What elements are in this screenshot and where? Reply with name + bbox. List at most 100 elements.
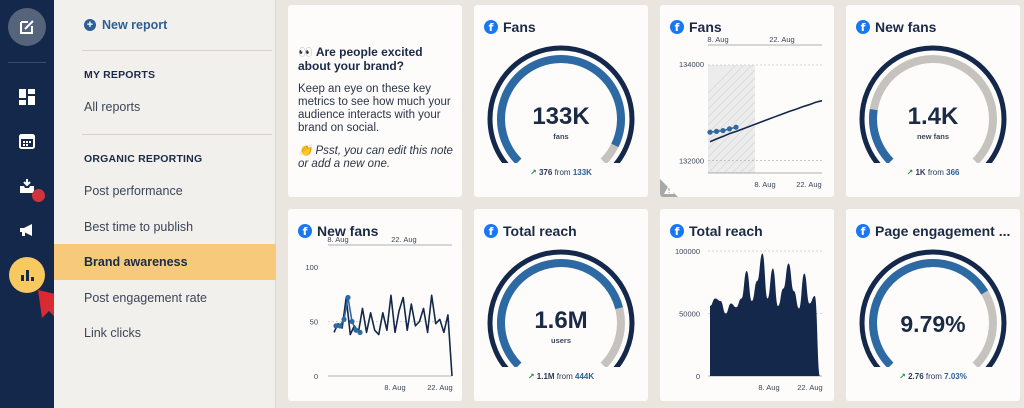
highlight-band	[708, 65, 755, 173]
dashboard-icon[interactable]	[9, 79, 45, 115]
card-title: f New fans	[856, 19, 936, 35]
reach-chart-card[interactable]: f Total reach 100000 50000 0 8. Aug 22. Aug	[660, 209, 834, 401]
band-hatch	[796, 65, 834, 173]
facebook-icon: f	[856, 224, 870, 238]
data-point	[349, 318, 355, 325]
calendar-icon[interactable]	[9, 123, 45, 159]
organic-reporting-heading: ORGANIC REPORTING	[84, 153, 203, 165]
fans-gauge-card[interactable]: f Fans 133K fans ↗ 376 from 133K	[474, 5, 648, 197]
x-bottom-tick-label: 8. Aug	[384, 383, 405, 392]
card-title: f Total reach	[670, 223, 763, 239]
facebook-icon: f	[856, 20, 870, 34]
fans-chart-card[interactable]: f Fans 134000 132000 8. Aug 22. Aug 8. Aug 22.…	[660, 5, 834, 197]
band-hatch	[723, 141, 755, 173]
series-line	[709, 99, 823, 143]
menu-item-all-reports[interactable]: All reports	[84, 100, 141, 114]
trend-from-label: from	[554, 168, 571, 177]
band-hatch	[788, 65, 834, 173]
x-top-tick-label: 22. Aug	[769, 35, 794, 44]
card-title-text: Total reach	[689, 223, 763, 239]
gauge-unit: new fans	[916, 132, 950, 141]
data-point	[720, 127, 726, 134]
card-title-text: New fans	[317, 223, 379, 239]
trend-indicator: ↗ 376 from 133K	[474, 168, 648, 177]
trend-from-value: 366	[946, 168, 960, 177]
y-tick-label: 132000	[679, 156, 704, 165]
trend-from-value: 7.03%	[944, 372, 967, 381]
note-card[interactable]: 👀 Are people excited about your brand? K…	[288, 5, 462, 197]
data-point	[726, 126, 733, 132]
x-top-tick-label: 8. Aug	[707, 35, 728, 44]
gauge-outer-arc	[859, 249, 1007, 367]
engagement-gauge-card[interactable]: f Page engagement ... 9.79% ↗ 2.76 from 7…	[846, 209, 1020, 401]
new-fans-line-chart: 100 50 0 8. Aug 22. Aug 8. Aug 22. Aug	[305, 235, 453, 392]
series-line	[333, 294, 453, 377]
menu-item-post-performance[interactable]: Post performance	[84, 184, 183, 198]
band-hatch	[708, 65, 753, 110]
y-tick-label: 100	[305, 263, 318, 272]
x-bottom-tick-label: 22. Aug	[797, 383, 822, 392]
reports-bar-chart-icon[interactable]	[9, 257, 45, 293]
menu-item-best-time-to-publish[interactable]: Best time to publish	[84, 220, 194, 234]
card-title-text: Total reach	[503, 223, 577, 239]
band-hatch	[708, 117, 755, 166]
band-hatch	[764, 65, 834, 173]
facebook-icon: f	[298, 224, 312, 238]
band-hatch	[708, 77, 755, 126]
band-hatch	[731, 149, 755, 173]
icon-rail	[0, 0, 54, 408]
megaphone-icon[interactable]	[9, 212, 45, 248]
new-fans-gauge-card[interactable]: f New fans 1.4K new fans ↗ 1K from 366	[846, 5, 1020, 197]
compose-icon[interactable]	[8, 8, 46, 46]
menu-item-post-engagement-rate[interactable]: Post engagement rate	[84, 291, 207, 305]
gauge-value: 9.79%	[900, 311, 966, 337]
x-bottom-tick-label: 8. Aug	[758, 383, 779, 392]
data-point	[341, 316, 347, 322]
gauge-outer-arc	[487, 249, 635, 367]
x-top-tick-label: 8. Aug	[327, 235, 348, 244]
band-hatch	[772, 65, 834, 173]
trend-from-label: from	[927, 168, 944, 177]
card-title: f New fans	[298, 223, 378, 239]
x-bottom-tick-label: 22. Aug	[796, 180, 821, 189]
band-hatch	[780, 65, 834, 173]
x-bottom-tick-label: 22. Aug	[427, 383, 452, 392]
trend-from-label: from	[556, 372, 573, 381]
rail-divider	[8, 62, 46, 63]
plus-icon: +	[84, 19, 96, 31]
data-point	[345, 294, 351, 301]
trend-delta: 1.1M	[536, 372, 555, 381]
engagement-gauge	[859, 249, 1007, 367]
inbox-icon[interactable]	[9, 168, 45, 204]
menu-divider	[82, 50, 272, 51]
x-top-tick-label: 22. Aug	[391, 235, 416, 244]
band-hatch	[708, 69, 755, 118]
reach-gauge-card[interactable]: f Total reach 1.6M users ↗ 1.1M from 444K	[474, 209, 648, 401]
reports-menu: + New report MY REPORTS All reports ORGA…	[54, 0, 276, 408]
card-title: f Fans	[670, 19, 722, 35]
warning-icon	[660, 179, 678, 197]
card-title: f Total reach	[484, 223, 577, 239]
facebook-icon: f	[670, 224, 684, 238]
trend-from-value: 444K	[575, 372, 595, 381]
trend-up-icon: ↗	[899, 372, 906, 381]
gauge-fill-arc	[497, 55, 625, 163]
new-fans-chart-card[interactable]: f New fans 100 50 0 8. Aug 22. Aug 8. Aug 22. A…	[288, 209, 462, 401]
y-tick-label: 100000	[675, 247, 700, 256]
note-headline: 👀 Are people excited about your brand?	[298, 45, 423, 73]
band-hatch	[708, 93, 755, 142]
gauge-fill-arc	[869, 259, 989, 367]
notification-badge	[32, 189, 45, 202]
band-hatch	[708, 85, 755, 134]
data-point	[733, 124, 739, 130]
menu-item-brand-awareness[interactable]: Brand awareness	[54, 244, 276, 280]
gauge-unit: users	[550, 336, 571, 345]
band-hatch	[708, 65, 737, 94]
trend-from-value: 133K	[572, 168, 592, 177]
trend-delta: 376	[538, 168, 553, 177]
series-area	[710, 253, 820, 376]
y-tick-label: 50000	[679, 310, 700, 319]
menu-item-link-clicks[interactable]: Link clicks	[84, 326, 141, 340]
new-report-button[interactable]: + New report	[84, 18, 167, 32]
note-tip: 👏 Psst, you can edit this note or add a …	[298, 145, 453, 170]
